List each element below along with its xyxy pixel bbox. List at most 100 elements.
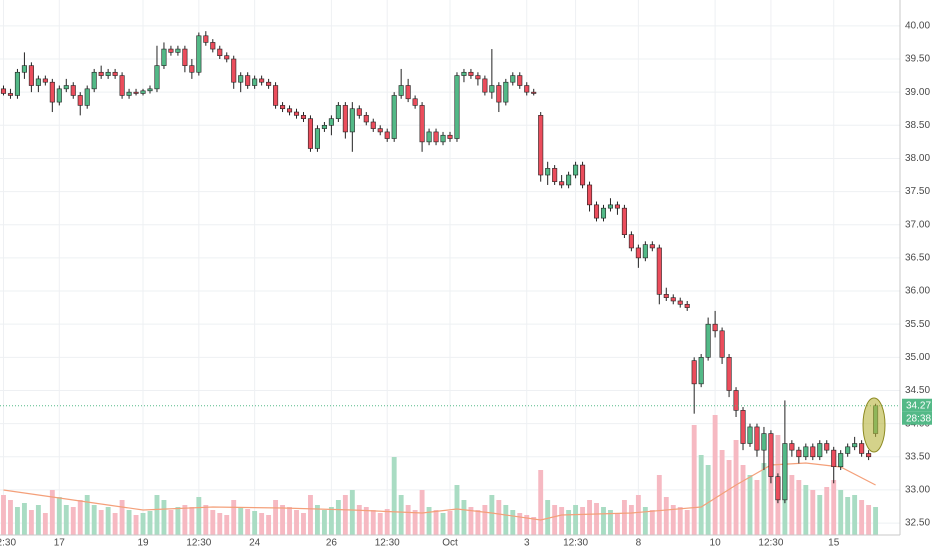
volume-bar bbox=[203, 505, 209, 535]
volume-bar bbox=[719, 450, 725, 535]
price-pane bbox=[0, 31, 900, 504]
y-tick-label: 33.50 bbox=[905, 451, 930, 462]
y-tick-label: 36.50 bbox=[905, 253, 930, 264]
candle-body bbox=[656, 247, 662, 295]
candle-body bbox=[733, 390, 739, 411]
candle-body bbox=[21, 65, 27, 73]
candle-body bbox=[14, 71, 20, 96]
candle-body bbox=[28, 65, 34, 86]
candle-body bbox=[482, 78, 488, 93]
candle-body bbox=[684, 303, 690, 308]
candle-body bbox=[475, 75, 481, 80]
volume-bar bbox=[349, 490, 355, 535]
candle-body bbox=[300, 115, 307, 119]
volume-bar bbox=[440, 513, 446, 535]
candle-body bbox=[663, 294, 669, 298]
volume-bar bbox=[670, 505, 676, 535]
grid bbox=[0, 0, 900, 535]
candle-body bbox=[84, 88, 90, 106]
candle-body bbox=[649, 244, 655, 249]
candle-body bbox=[559, 181, 565, 186]
volume-bar bbox=[705, 465, 711, 535]
volume-bar bbox=[377, 513, 383, 535]
candle-body bbox=[866, 453, 872, 458]
candle-body bbox=[224, 55, 230, 60]
volume-bar bbox=[42, 513, 48, 535]
volume-bar bbox=[524, 515, 530, 535]
candle-body bbox=[105, 71, 111, 76]
candle-body bbox=[719, 330, 725, 358]
candle-body bbox=[468, 71, 474, 76]
candle-body bbox=[782, 443, 788, 501]
candle-body bbox=[642, 244, 648, 259]
volume-bar bbox=[754, 480, 760, 535]
volume-bar bbox=[1, 495, 6, 535]
candle-body bbox=[0, 88, 7, 94]
y-tick-label: 35.50 bbox=[905, 319, 930, 330]
candle-body bbox=[607, 204, 613, 209]
candle-body bbox=[517, 75, 523, 86]
candle-body bbox=[287, 108, 293, 113]
candle-body bbox=[168, 48, 174, 53]
candle-body bbox=[614, 204, 620, 209]
x-tick-label: 10 bbox=[710, 538, 722, 549]
volume-bar bbox=[677, 507, 683, 535]
volume-bar bbox=[168, 510, 174, 535]
candle-body bbox=[210, 42, 216, 50]
volume-bar bbox=[315, 505, 320, 535]
x-tick-label: 12:30 bbox=[186, 538, 211, 549]
y-tick-label: 34.50 bbox=[905, 385, 930, 396]
candle-body bbox=[538, 115, 544, 176]
candle-body bbox=[566, 174, 572, 186]
candle-body bbox=[126, 91, 132, 96]
candle-body bbox=[510, 75, 516, 83]
volume-bar bbox=[691, 425, 697, 535]
candle-body bbox=[412, 98, 418, 106]
volume-bar bbox=[580, 507, 585, 535]
candle-body bbox=[712, 323, 718, 332]
candle-body bbox=[42, 78, 48, 83]
volume-bar bbox=[252, 511, 258, 535]
x-tick-label: 12:30 bbox=[563, 538, 588, 549]
candle-body bbox=[670, 297, 676, 302]
candle-body bbox=[384, 131, 390, 139]
candle-body bbox=[789, 443, 795, 451]
candle-body bbox=[133, 91, 139, 94]
candle-body bbox=[391, 95, 397, 139]
volume-bar bbox=[189, 507, 195, 535]
volume-bar bbox=[196, 497, 202, 535]
countdown-box bbox=[902, 411, 932, 425]
x-tick-label: 8 bbox=[636, 538, 642, 549]
volume-bar bbox=[294, 510, 299, 535]
volume-bar bbox=[517, 513, 523, 535]
candle-body bbox=[628, 234, 634, 249]
candle-body bbox=[49, 81, 55, 103]
volume-bar bbox=[98, 510, 104, 535]
last-price-label: 34.27 bbox=[906, 400, 931, 411]
candle-body bbox=[147, 88, 153, 92]
candle-body bbox=[796, 449, 802, 458]
volume-bar bbox=[161, 500, 167, 535]
volume-bar bbox=[831, 480, 837, 535]
volume-bar bbox=[608, 510, 613, 535]
volume-bar bbox=[803, 485, 809, 535]
candle-body bbox=[545, 168, 551, 176]
candle-body bbox=[677, 300, 683, 305]
y-tick-label: 38.50 bbox=[905, 120, 930, 131]
volume-bar bbox=[852, 495, 858, 535]
moving-average bbox=[3, 462, 876, 521]
volume-bar bbox=[531, 517, 537, 535]
volume-bar bbox=[587, 500, 592, 535]
volume-bar bbox=[545, 500, 551, 535]
volume-bar bbox=[740, 465, 746, 535]
volume-bar bbox=[35, 505, 41, 535]
x-tick-label: 12:30 bbox=[0, 538, 16, 549]
candle-body bbox=[831, 449, 837, 468]
candle-body bbox=[698, 357, 704, 385]
volume-bar bbox=[838, 490, 844, 535]
candle-body bbox=[810, 446, 816, 458]
y-tick-label: 33.00 bbox=[905, 485, 930, 496]
volume-bar bbox=[140, 513, 146, 535]
